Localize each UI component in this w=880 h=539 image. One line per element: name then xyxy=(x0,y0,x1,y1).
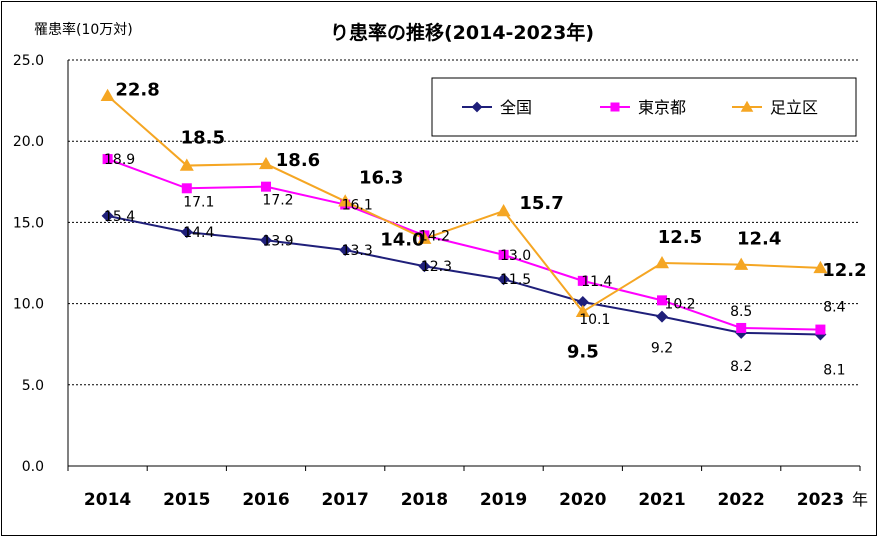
x-tick-label: 2021 xyxy=(638,490,685,510)
data-label: 9.5 xyxy=(567,342,599,363)
data-point xyxy=(181,183,192,194)
data-point xyxy=(576,295,589,308)
x-tick-label: 2023 xyxy=(797,490,844,510)
y-axis-label: 罹患率(10万対) xyxy=(34,21,133,38)
data-point xyxy=(497,273,510,286)
data-point xyxy=(100,88,115,101)
data-label: 17.2 xyxy=(262,193,293,209)
data-point xyxy=(496,204,511,217)
data-label: 14.2 xyxy=(419,228,450,244)
y-tick-label: 25.0 xyxy=(13,53,44,69)
data-point xyxy=(260,234,272,247)
data-point xyxy=(179,158,194,171)
data-label: 18.6 xyxy=(276,150,320,171)
y-tick-label: 15.0 xyxy=(13,215,44,231)
x-tick-label: 2020 xyxy=(559,490,606,510)
legend-label: 足立区 xyxy=(770,98,818,117)
data-point xyxy=(575,304,590,317)
chart-title: り患率の推移(2014-2023年) xyxy=(330,21,594,44)
data-point xyxy=(417,231,432,244)
data-point xyxy=(261,181,271,192)
data-label: 17.1 xyxy=(183,194,214,210)
y-tick-label: 5.0 xyxy=(22,378,44,394)
data-point xyxy=(180,226,193,239)
data-label: 13.9 xyxy=(262,233,293,249)
data-label: 18.9 xyxy=(104,152,135,168)
data-label: 12.5 xyxy=(658,227,702,248)
series-line xyxy=(107,214,821,336)
data-labels: 15.4 14.4 13.9 13.3 12.3 11.5 10.1 9.2 8.2 8.1 18.… xyxy=(104,80,867,379)
x-tick-label: 2022 xyxy=(718,490,765,510)
grid-lines xyxy=(68,59,860,386)
data-point xyxy=(734,257,749,270)
data-label: 8.5 xyxy=(730,304,752,320)
data-point xyxy=(498,249,509,260)
data-point xyxy=(339,244,352,257)
data-point xyxy=(577,275,588,286)
data-label: 11.5 xyxy=(500,272,531,288)
data-point xyxy=(813,260,828,274)
legend-marker xyxy=(740,100,754,112)
data-label: 15.7 xyxy=(519,193,563,214)
y-tick-label: 0.0 xyxy=(22,459,44,475)
legend-box xyxy=(431,77,857,137)
data-label: 16.1 xyxy=(342,198,373,214)
data-label: 14.4 xyxy=(183,225,214,241)
x-tick-label: 2019 xyxy=(480,490,527,510)
data-label: 13.0 xyxy=(500,248,531,264)
data-label: 8.4 xyxy=(823,300,845,316)
data-label: 14.0 xyxy=(380,230,424,251)
data-label: 8.2 xyxy=(730,359,752,375)
data-label: 11.4 xyxy=(581,274,612,290)
x-tick-labels: 2014 2015 2016 2017 2018 2019 2020 2021 2022 2023 xyxy=(84,490,844,510)
data-point xyxy=(338,194,353,207)
data-point xyxy=(656,310,668,323)
legend: 全国 東京都 足立区 xyxy=(431,77,857,137)
data-point xyxy=(259,156,273,170)
x-axis-unit: 年 xyxy=(852,490,868,509)
data-point xyxy=(102,154,113,165)
data-point xyxy=(657,295,667,306)
data-label: 16.3 xyxy=(359,167,403,188)
data-point xyxy=(815,324,826,335)
series-line xyxy=(106,94,821,314)
data-point xyxy=(655,256,669,269)
data-label: 12.3 xyxy=(421,259,452,275)
data-label: 10.2 xyxy=(664,296,695,312)
data-label: 10.1 xyxy=(579,312,610,328)
legend-marker xyxy=(610,102,620,112)
x-tick-label: 2015 xyxy=(163,490,210,510)
x-tick-label: 2016 xyxy=(242,490,289,510)
legend-label: 東京都 xyxy=(638,98,686,117)
data-point xyxy=(418,260,431,273)
x-tick-label: 2017 xyxy=(322,490,369,510)
x-tick-label: 2018 xyxy=(401,490,448,510)
legend-marker xyxy=(471,101,483,113)
series-layer xyxy=(100,88,828,341)
data-point xyxy=(736,322,747,333)
data-point xyxy=(101,209,114,222)
legend-label: 全国 xyxy=(500,98,532,117)
axes xyxy=(67,60,861,471)
series-line xyxy=(107,158,821,331)
data-label: 12.2 xyxy=(822,260,866,281)
x-tick-label: 2014 xyxy=(84,490,131,510)
data-label: 9.2 xyxy=(651,341,673,357)
y-tick-label: 20.0 xyxy=(13,134,44,150)
data-label: 8.1 xyxy=(823,362,845,378)
data-label: 22.8 xyxy=(115,80,159,101)
data-label: 12.4 xyxy=(737,229,781,250)
data-label: 18.5 xyxy=(181,128,225,149)
y-tick-label: 10.0 xyxy=(13,297,44,313)
data-label: 15.4 xyxy=(104,209,135,225)
data-label: 13.3 xyxy=(342,243,373,259)
y-tick-labels: 0.0 5.0 10.0 15.0 20.0 25.0 xyxy=(13,53,44,475)
